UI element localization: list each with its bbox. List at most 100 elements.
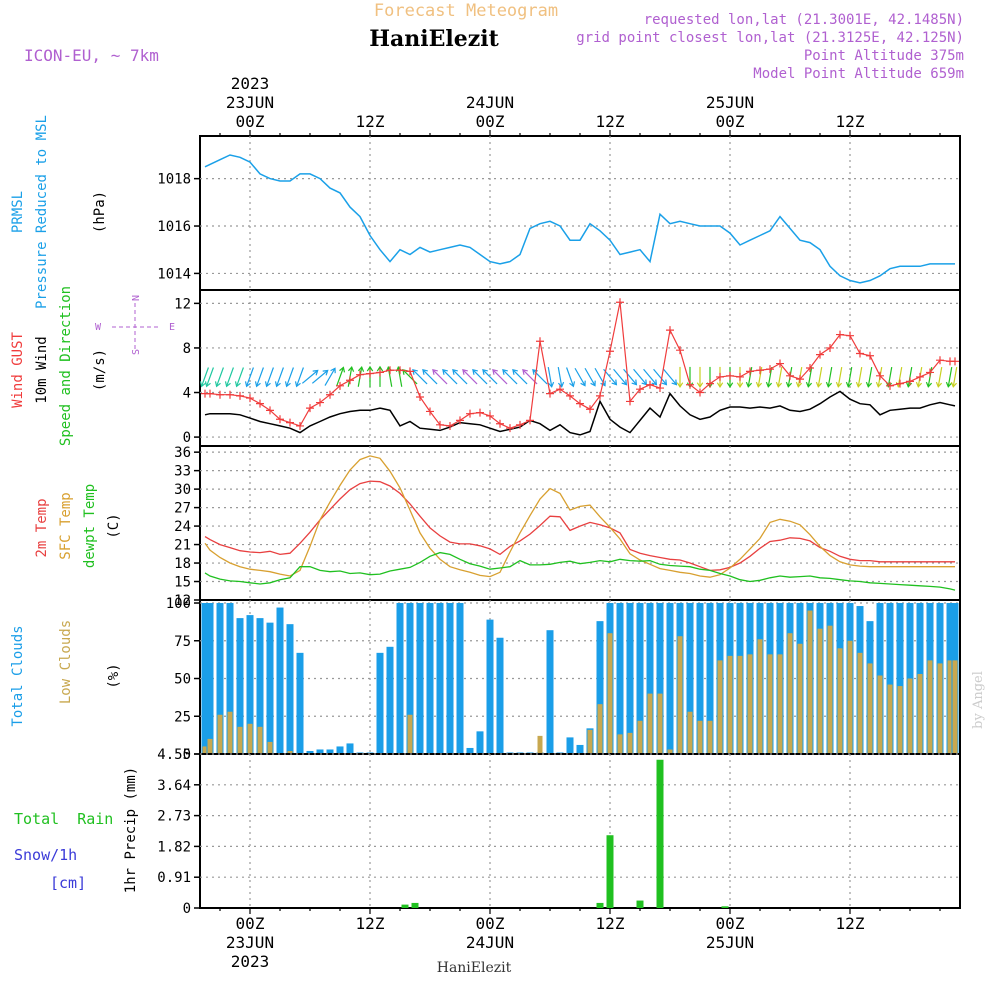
temperature-ytick-label: 30 (174, 482, 191, 498)
gust-point (926, 368, 934, 377)
wind-direction-arrow (502, 369, 518, 385)
wind-arrow-head (569, 381, 576, 388)
dewpt-line (204, 551, 956, 591)
gust-point (906, 377, 914, 386)
low-cloud-bar (827, 625, 833, 754)
wind-direction-arrow (256, 367, 264, 387)
total-cloud-bar (246, 615, 254, 754)
time-label: 24JUN (466, 933, 514, 952)
clouds-ytick-label: 0 (183, 747, 191, 763)
low-cloud-bar (217, 714, 223, 754)
gust-point (756, 366, 764, 375)
wind-arrow-head (935, 381, 943, 388)
low-cloud-bar (727, 655, 733, 754)
low-cloud-bar (767, 654, 773, 754)
wind-direction-arrow (747, 366, 753, 387)
total-cloud-bar (326, 749, 334, 754)
clouds-ytick-label: 50 (174, 672, 191, 688)
gust-point (556, 385, 564, 394)
gust-point (516, 420, 524, 429)
wind-direction-arrow (532, 369, 548, 385)
wind-direction-arrow (947, 366, 953, 387)
wind-direction-arrow (311, 370, 329, 384)
precip-ytick-label: 3.64 (157, 778, 191, 794)
snow-label: Snow/1h (14, 846, 77, 864)
total-cloud-bar (706, 603, 714, 754)
total-cloud-bar (596, 621, 604, 754)
wind-direction-arrow (266, 367, 274, 387)
time-label: 00Z (716, 914, 745, 933)
gust-point (336, 381, 344, 390)
rain-bar (721, 906, 729, 908)
gust-point (356, 370, 364, 379)
low-cloud-bar (937, 663, 943, 754)
time-label: 00Z (236, 112, 265, 131)
wind-direction-arrow (574, 367, 586, 386)
wind-direction-arrow (857, 366, 863, 387)
total-cloud-bar (296, 652, 304, 754)
total-cloud-bar (446, 603, 454, 754)
temp-unit-label: (C) (106, 513, 122, 538)
gust-point (886, 381, 894, 390)
wind-arrow-head (557, 381, 565, 388)
low-cloud-bar (697, 720, 703, 754)
wind-arrow-head (785, 381, 793, 388)
gust-point (316, 398, 324, 407)
wind-arrow-head (805, 381, 813, 388)
wind-arrow-head (284, 381, 291, 388)
time-label: 25JUN (706, 93, 754, 112)
wind-arrow-head (412, 369, 418, 375)
rain-label: Total Rain (14, 810, 113, 828)
wind-direction-arrow (867, 366, 873, 387)
low-cloud-bar (897, 686, 903, 754)
temp2m-line (204, 480, 955, 572)
temperature-ytick-label: 27 (174, 501, 191, 517)
gust-point (666, 326, 674, 335)
gust-point (436, 420, 444, 429)
time-label: 23JUN (226, 933, 274, 952)
precip-ytick-label: 0 (183, 901, 191, 917)
low-cloud-bar (237, 726, 243, 754)
total-cloud-bar (696, 603, 704, 754)
wind-gust-line (205, 302, 955, 429)
wind-direction-arrow (296, 367, 304, 387)
wind-direction-arrow (462, 369, 478, 385)
sfc-temp-label: SFC Temp (58, 492, 74, 559)
time-label: 12Z (596, 112, 625, 131)
wind-direction-arrow (246, 367, 254, 387)
wind-arrow-head (795, 381, 803, 388)
low-cloud-bar (267, 741, 273, 754)
wind-arrow-head (825, 381, 833, 388)
total-cloud-bar (486, 619, 494, 754)
chart-title: Forecast Meteogram (374, 1, 558, 21)
wind-arrow-head (312, 369, 319, 376)
wind-label: 10m Wind (34, 336, 50, 403)
wind-arrow-head (925, 381, 933, 388)
wind-direction-arrow (547, 366, 553, 387)
gust-point (876, 371, 884, 380)
total-cloud-bar (666, 603, 674, 754)
prmsl-label: PRMSL (10, 191, 26, 233)
wind-speed-line (204, 390, 956, 436)
time-label: 23JUN (226, 93, 274, 112)
precip-ylabel: 1hr Precip (mm) (123, 767, 139, 893)
gust-point (426, 407, 434, 416)
wind-arrow-head (214, 381, 221, 388)
gust-point (566, 391, 574, 400)
time-label: 12Z (836, 914, 865, 933)
gust-point (306, 404, 314, 413)
wind-direction-arrow (807, 366, 813, 387)
wind-arrow-head (590, 380, 596, 387)
wind-arrow-head (294, 381, 301, 388)
gust-point (626, 397, 634, 406)
low-cloud-bar (637, 720, 643, 754)
gust-point (936, 356, 944, 365)
wind-arrow-head (726, 382, 734, 389)
wind-arrow-head (522, 369, 528, 375)
time-label: 00Z (476, 112, 505, 131)
rain-bar (606, 835, 614, 908)
wind-arrow-head (264, 381, 271, 388)
total-cloud-bar (436, 603, 444, 754)
total-cloud-bar (426, 603, 434, 754)
gust-point (896, 379, 904, 388)
